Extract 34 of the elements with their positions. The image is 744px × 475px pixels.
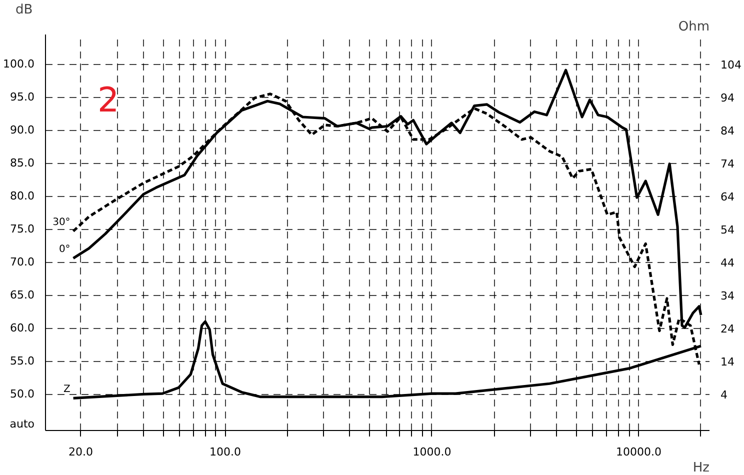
y-tick-label: 85.0 <box>10 156 35 170</box>
x-axis-title: Hz <box>692 460 710 475</box>
y-tick-label: 70.0 <box>10 256 35 269</box>
x-tick-label: 10000.0 <box>616 446 662 458</box>
y2-tick-label: 64 <box>720 190 734 204</box>
y-tick-label: 65.0 <box>10 288 35 302</box>
series-label: 30° <box>52 217 70 228</box>
series-label: 0° <box>58 244 70 256</box>
x-tick-label: 100.0 <box>210 446 242 458</box>
y2-tick-label: 84 <box>720 124 734 138</box>
y2-tick-label: 34 <box>720 290 734 303</box>
y-tick-label: 100.0 <box>3 58 35 71</box>
y-tick-label: 80.0 <box>10 190 35 203</box>
y-tick-label: 75.0 <box>10 222 35 236</box>
y-tick-label: 90.0 <box>10 124 35 137</box>
y-tick-label: 55.0 <box>10 354 35 368</box>
y2-tick-label: 4 <box>720 388 728 402</box>
y2-tick-label: 74 <box>720 158 734 171</box>
y2-tick-label: 104 <box>720 58 742 72</box>
x-tick-label: 20.0 <box>68 446 94 458</box>
y2-tick-label: 24 <box>720 322 734 336</box>
y2-tick-label: 14 <box>720 356 734 369</box>
text: auto <box>10 417 35 430</box>
y2-tick-label: 94 <box>720 92 734 105</box>
y2-axis-title: Ohm <box>678 20 710 34</box>
series-label: Z <box>63 384 70 396</box>
y-tick-label: 95.0 <box>10 90 35 104</box>
y-tick-label: 60.0 <box>10 322 35 335</box>
y2-tick-label: 54 <box>720 224 734 237</box>
annotation: 2 <box>98 80 120 120</box>
y2-tick-label: 44 <box>720 256 734 270</box>
x-tick-label: 1000.0 <box>412 446 452 458</box>
y-axis-title: dB <box>16 2 33 18</box>
y-tick-label: 50.0 <box>10 388 35 401</box>
